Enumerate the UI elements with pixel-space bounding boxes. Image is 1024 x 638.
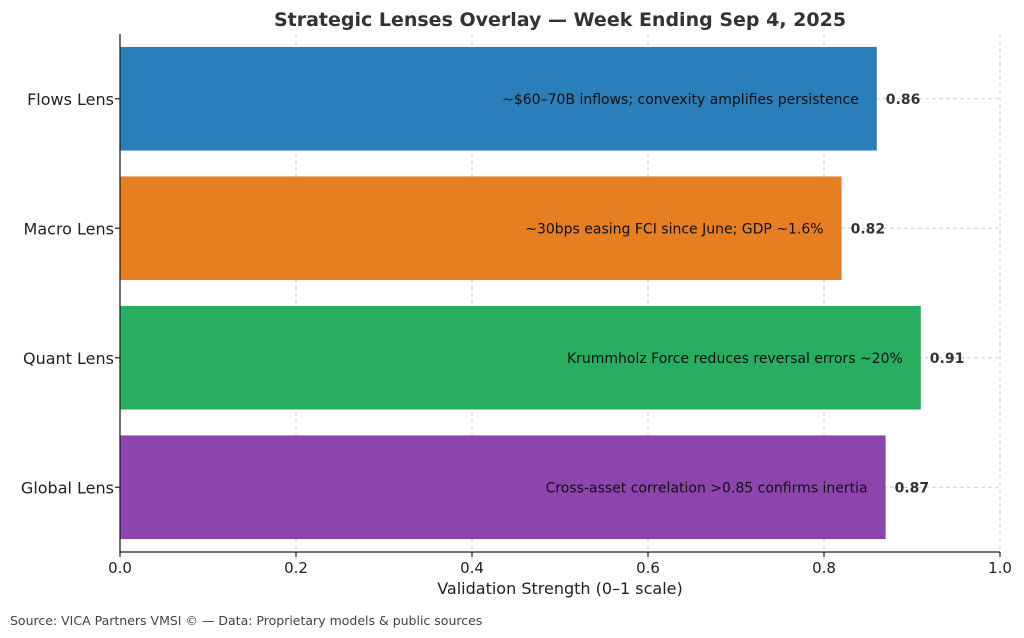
bars: ~$60–70B inflows; convexity amplifies pe… (120, 46, 965, 540)
bar-value-label: 0.91 (930, 351, 965, 367)
chart-title: Strategic Lenses Overlay — Week Ending S… (274, 9, 846, 31)
bar-annotation: ~30bps easing FCI since June; GDP ~1.6% (525, 221, 823, 237)
category-label: Global Lens (21, 478, 114, 497)
x-tick-label: 0.8 (812, 559, 836, 577)
bar-annotation: Cross-asset correlation >0.85 confirms i… (546, 480, 868, 496)
bar-value-label: 0.82 (851, 221, 886, 237)
bar-annotation: ~$60–70B inflows; convexity amplifies pe… (502, 92, 859, 108)
bar-global-lens (120, 435, 886, 540)
x-tick-label: 0.2 (284, 559, 308, 577)
category-label: Macro Lens (24, 219, 114, 238)
x-tick-label: 0.4 (460, 559, 484, 577)
x-axis-ticks: 0.0 0.2 0.4 0.6 0.8 1.0 (108, 552, 1012, 577)
bar-quant-lens (120, 305, 921, 410)
y-axis-categories: Flows Lens Macro Lens Quant Lens Global Len… (21, 90, 120, 497)
x-tick-label: 0.6 (636, 559, 660, 577)
x-tick-label: 1.0 (988, 559, 1012, 577)
bar-flows-lens (120, 46, 877, 151)
source-note: Source: VICA Partners VMSI © — Data: Pro… (10, 613, 482, 628)
x-tick-label: 0.0 (108, 559, 132, 577)
bar-annotation: Krummholz Force reduces reversal errors … (567, 351, 903, 367)
bar-value-label: 0.86 (886, 92, 921, 108)
bar-macro-lens (120, 176, 842, 281)
category-label: Quant Lens (23, 349, 114, 368)
x-axis-label: Validation Strength (0–1 scale) (437, 579, 683, 598)
bar-value-label: 0.87 (895, 480, 930, 496)
category-label: Flows Lens (27, 90, 114, 109)
